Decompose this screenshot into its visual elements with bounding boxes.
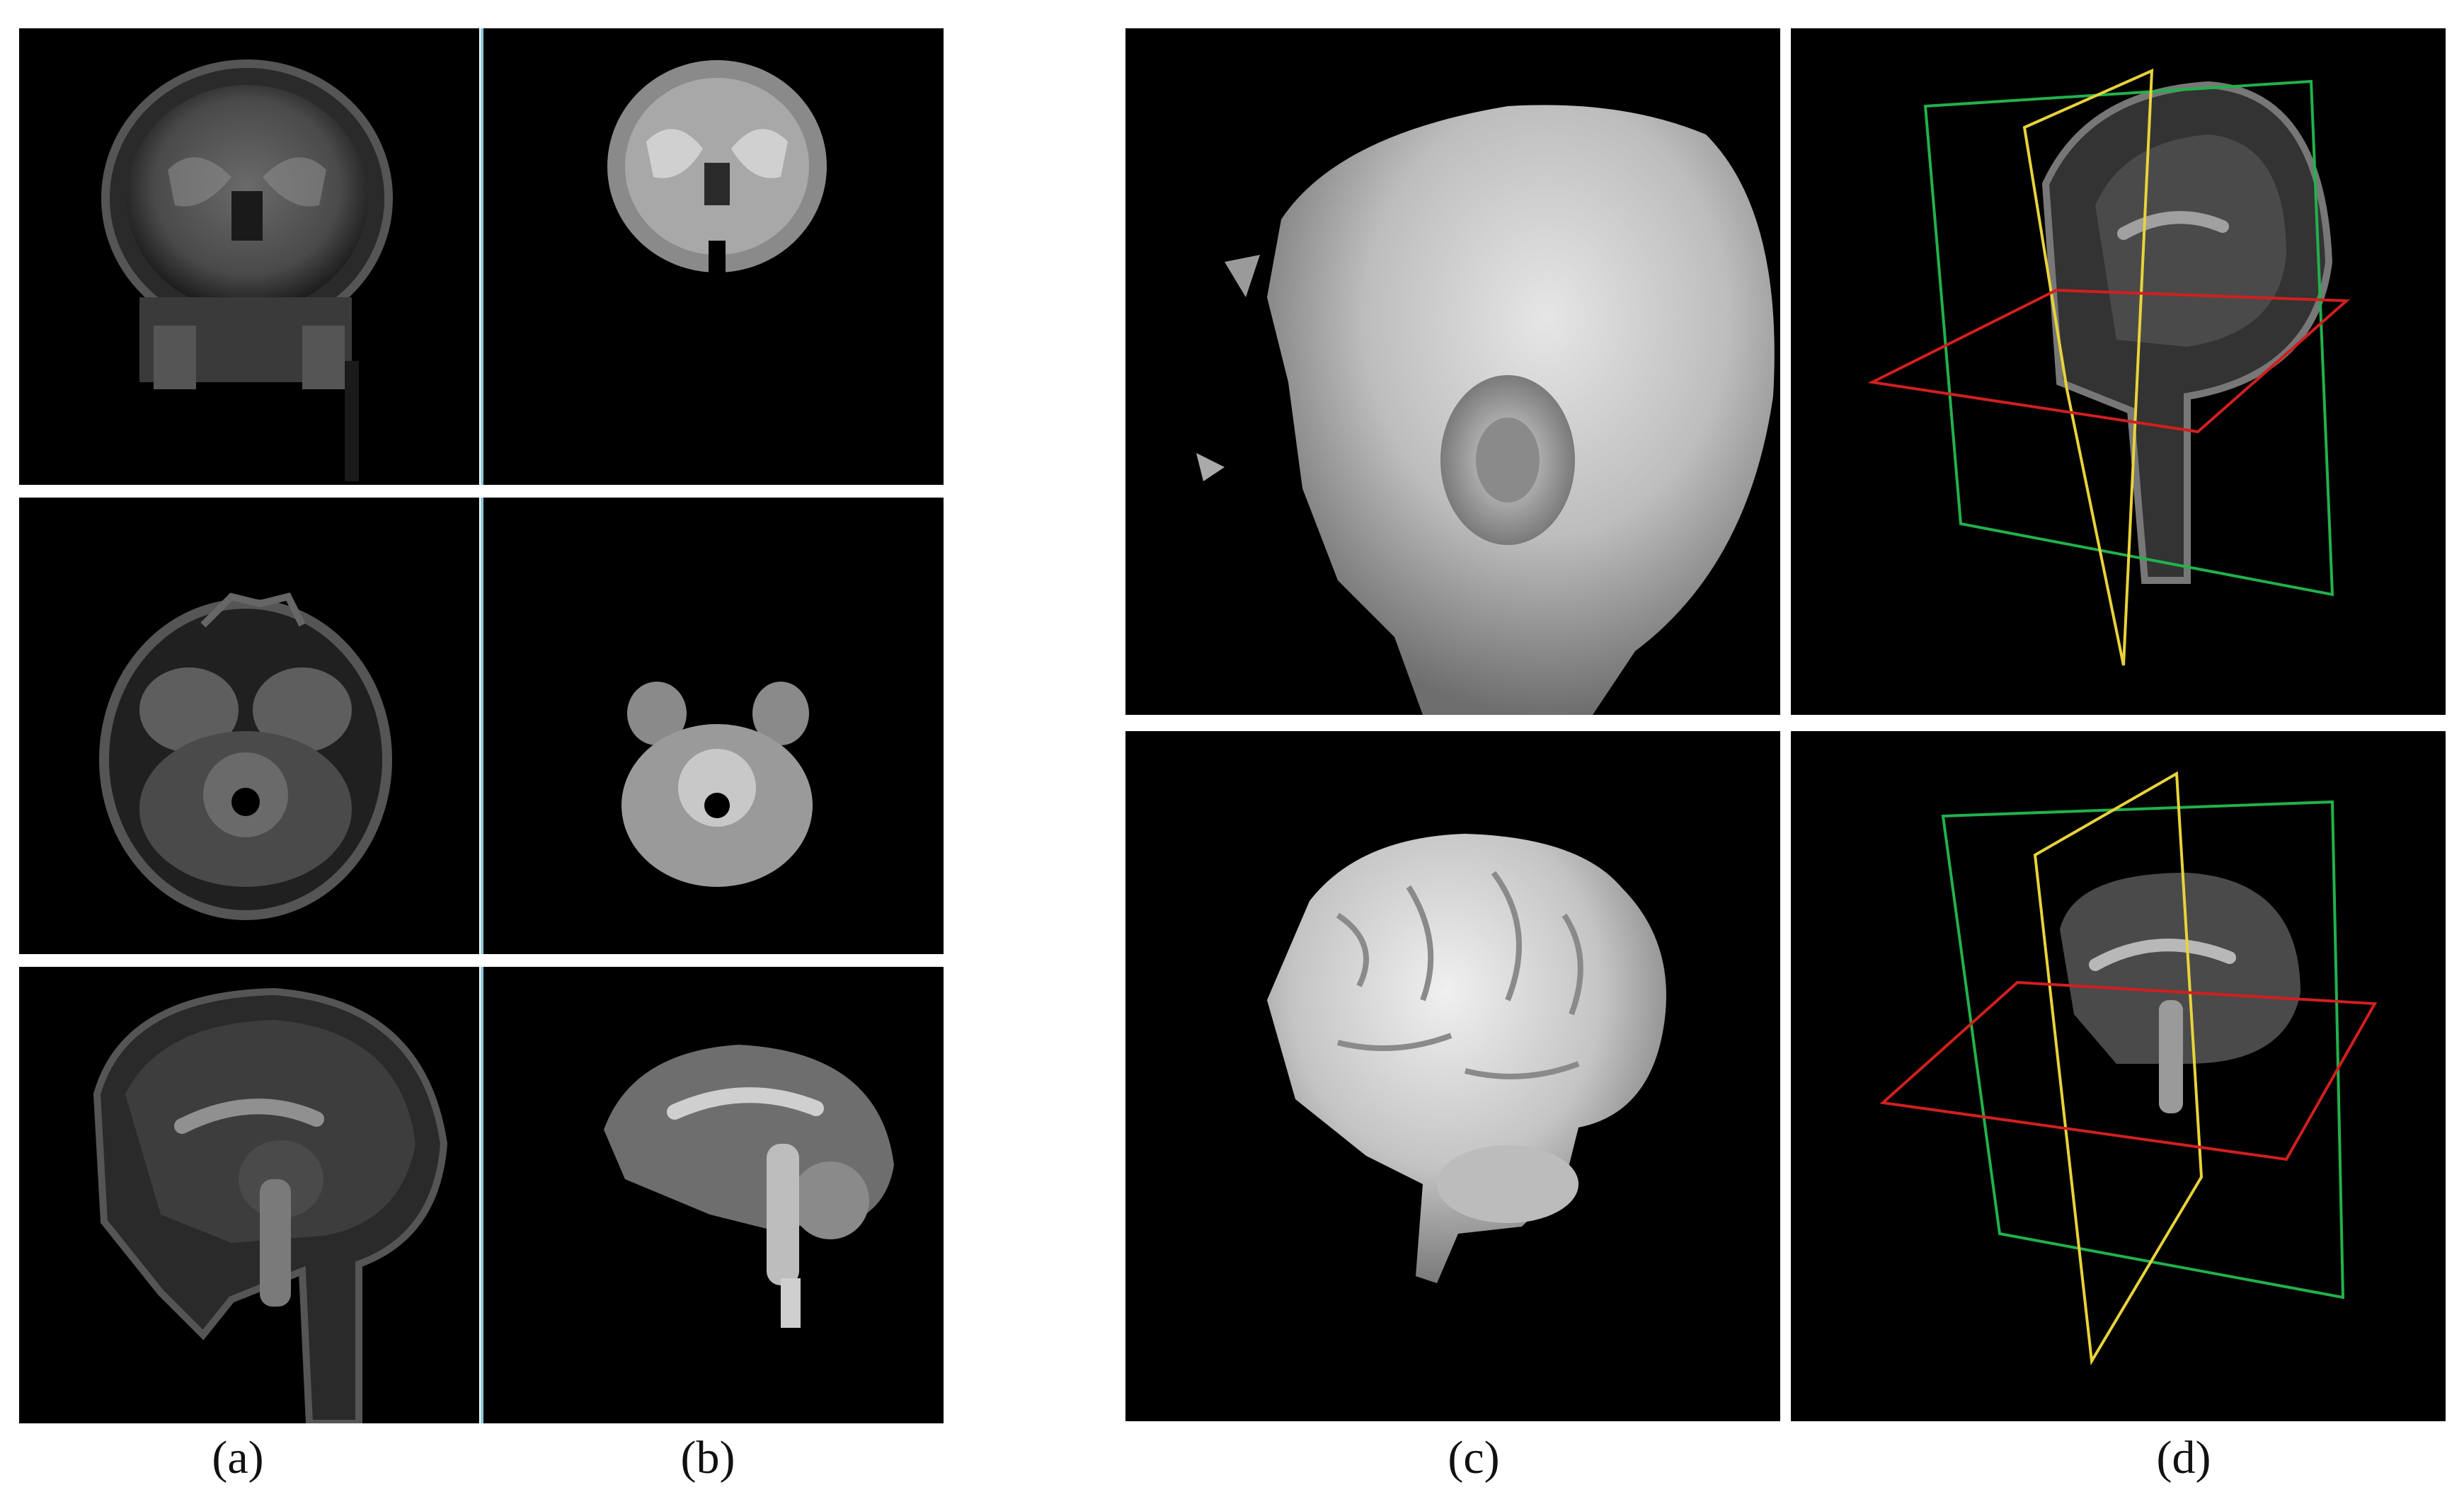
- coronal-mri-slice-a: [19, 28, 479, 485]
- head-orthogonal-planes-view-d: [1791, 28, 2446, 715]
- column-separator: [1783, 28, 1789, 715]
- column-separator: [481, 498, 483, 954]
- brain-orthogonal-planes-view-d: [1791, 731, 2446, 1421]
- coronal-skull-stripped-slice-b: [483, 28, 944, 485]
- sagittal-mri-slice-a: [19, 967, 479, 1423]
- caption-a: (a): [212, 1432, 264, 1484]
- column-separator: [1783, 731, 1789, 1421]
- caption-d: (d): [2156, 1432, 2211, 1484]
- axial-skull-stripped-slice-b: [483, 498, 944, 954]
- head-surface-render-c: [1125, 28, 1780, 715]
- sagittal-skull-stripped-slice-b: [483, 967, 944, 1423]
- column-separator: [481, 28, 483, 485]
- caption-b: (b): [680, 1432, 735, 1484]
- brain-surface-render-c: [1125, 731, 1780, 1421]
- column-separator: [481, 967, 483, 1423]
- caption-c: (c): [1448, 1432, 1500, 1484]
- axial-mri-slice-a: [19, 498, 479, 954]
